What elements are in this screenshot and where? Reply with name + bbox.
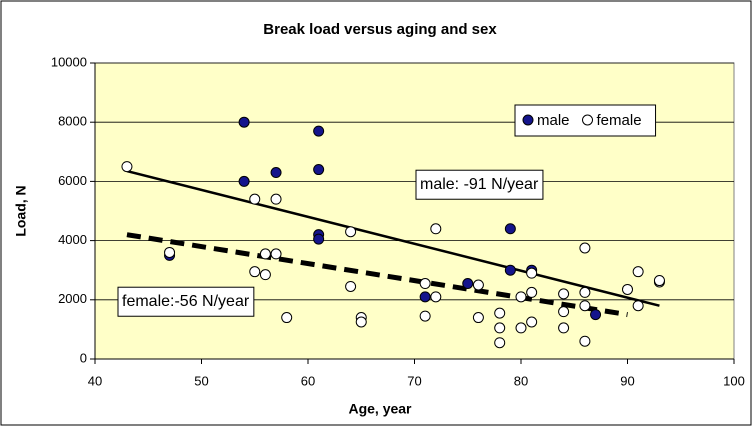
- point: [419, 278, 431, 290]
- point: [419, 310, 431, 322]
- point: [579, 286, 591, 298]
- point: [259, 248, 271, 260]
- point: [164, 246, 176, 258]
- trendline: [126, 232, 628, 318]
- point: [504, 223, 516, 235]
- x-tick-label: 60: [301, 373, 315, 388]
- point: [494, 337, 506, 349]
- point: [526, 286, 538, 298]
- point: [472, 279, 484, 291]
- x-tick-label: 40: [88, 373, 102, 388]
- point: [259, 269, 271, 281]
- legend-marker: [522, 114, 534, 126]
- point: [579, 300, 591, 312]
- annotation: male: -91 N/year: [415, 169, 544, 200]
- point: [270, 248, 282, 260]
- y-tick-label: 2000: [58, 291, 87, 306]
- legend: male female: [514, 104, 657, 137]
- x-tick-label: 70: [407, 373, 421, 388]
- y-tick-label: 8000: [58, 114, 87, 129]
- point: [313, 164, 325, 176]
- point: [249, 193, 261, 205]
- point: [622, 283, 633, 295]
- point: [281, 312, 293, 324]
- y-tick-label: 4000: [58, 232, 87, 247]
- x-tick-label: 90: [620, 373, 634, 388]
- x-axis-title: Age, year: [348, 401, 412, 417]
- annotation-box: [415, 169, 544, 200]
- annotation-box: [117, 286, 255, 317]
- point: [462, 278, 474, 290]
- point: [515, 322, 527, 334]
- point: [472, 312, 484, 324]
- annotation: female:-56 N/year: [117, 286, 255, 317]
- point: [249, 266, 261, 278]
- point: [430, 223, 442, 235]
- legend-marker: [582, 114, 594, 126]
- legend-label: male: [537, 112, 570, 129]
- point: [238, 175, 250, 187]
- legend-label: female: [597, 112, 642, 129]
- point: [494, 322, 506, 334]
- point: [238, 116, 250, 128]
- point: [632, 266, 644, 278]
- point: [355, 316, 367, 328]
- x-tick-label: 80: [514, 373, 528, 388]
- point: [558, 306, 570, 318]
- y-tick-label: 0: [80, 350, 87, 365]
- point: [270, 193, 282, 205]
- x-tick-label: 100: [723, 373, 745, 388]
- point: [632, 300, 644, 312]
- y-tick-label: 10000: [51, 54, 87, 69]
- y-axis-title: Load, N: [13, 185, 29, 236]
- point: [579, 242, 591, 254]
- point: [430, 291, 442, 303]
- point: [515, 291, 527, 303]
- point: [270, 167, 282, 179]
- trendline: [126, 169, 660, 307]
- point: [579, 335, 591, 347]
- y-tick-label: 6000: [58, 173, 87, 188]
- point: [653, 275, 665, 287]
- point: [313, 233, 325, 245]
- point: [345, 226, 357, 238]
- point: [121, 161, 133, 173]
- point: [504, 264, 516, 276]
- point: [526, 267, 538, 279]
- chart-title: Break load versus aging and sex: [263, 21, 497, 38]
- annotation-text: male: -91 N/year: [420, 176, 539, 193]
- x-tick-label: 50: [194, 373, 208, 388]
- point: [558, 322, 570, 334]
- point: [526, 316, 538, 328]
- point: [345, 280, 357, 292]
- point: [313, 125, 325, 137]
- point: [494, 307, 506, 319]
- annotation-text: female:-56 N/year: [122, 293, 250, 310]
- point: [419, 291, 431, 303]
- point: [590, 309, 602, 321]
- point: [558, 288, 570, 300]
